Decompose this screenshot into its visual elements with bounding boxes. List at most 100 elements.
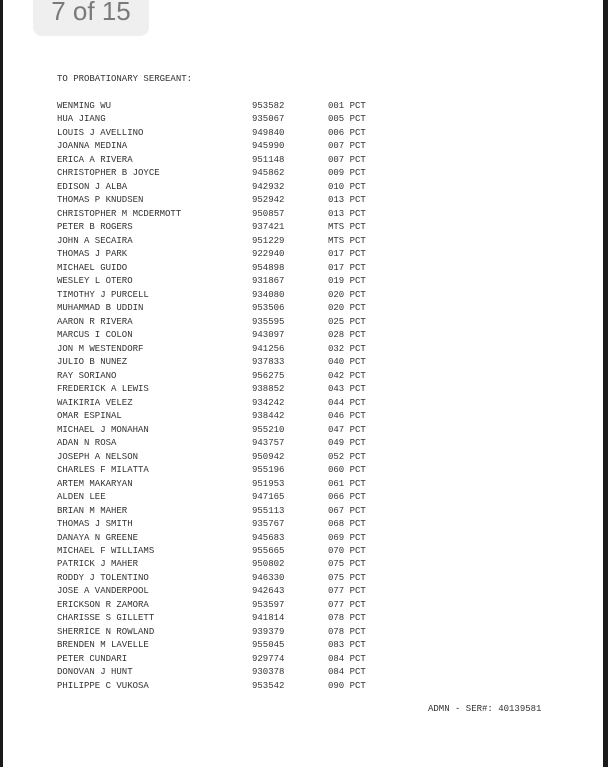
tax-id: 937421: [252, 222, 285, 233]
officer-name: ERICKSON R ZAMORA: [57, 599, 149, 610]
officer-name: PATRICK J MAHER: [57, 559, 139, 570]
command: 052 PCT: [328, 451, 366, 462]
command: 010 PCT: [328, 181, 366, 192]
officer-name: AARON R RIVERA: [57, 316, 133, 327]
serial-footer: ADMN - SER#: 40139581: [428, 704, 542, 714]
tax-id: 945862: [252, 168, 285, 179]
tax-id: 951229: [252, 235, 285, 246]
tax-id: 955045: [252, 640, 285, 651]
officer-name: ALDEN LEE: [57, 492, 106, 503]
officer-name: OMAR ESPINAL: [57, 411, 122, 422]
command: 017 PCT: [328, 262, 366, 273]
tax-id: 953542: [252, 680, 285, 691]
officer-name: DONOVAN J HUNT: [57, 667, 133, 678]
officer-name: WENMING WU: [57, 101, 112, 111]
command: 009 PCT: [328, 168, 366, 179]
command: 020 PCT: [328, 289, 366, 300]
officer-name: ADAN N ROSA: [57, 438, 117, 449]
tax-id: 935067: [252, 114, 285, 125]
command: 001 PCT: [328, 101, 366, 111]
document-page: 7 of 15 TO PROBATIONARY SERGEANT: WENMIN…: [3, 0, 603, 767]
tax-id: 929774: [252, 653, 285, 664]
tax-id: 935767: [252, 519, 285, 530]
tax-id: 941814: [252, 613, 285, 624]
officer-name: ARTEM MAKARYAN: [57, 478, 133, 489]
officer-name: EDISON J ALBA: [57, 181, 128, 192]
tax-id: 941256: [252, 343, 285, 354]
officer-name: WAIKIRIA VELEZ: [57, 397, 133, 408]
officer-name: BRIAN M MAHER: [57, 505, 128, 516]
command: 061 PCT: [328, 478, 366, 489]
command: 084 PCT: [328, 653, 366, 664]
tax-id: 950802: [252, 559, 285, 570]
command: 007 PCT: [328, 154, 366, 165]
tax-id: 949840: [252, 127, 285, 138]
officer-name: PHILIPPE C VUKOSA: [57, 680, 149, 691]
officer-name: ERICA A RIVERA: [57, 154, 133, 165]
page-indicator: 7 of 15: [33, 0, 149, 36]
section-heading: TO PROBATIONARY SERGEANT:: [57, 74, 193, 84]
tax-id: 950942: [252, 451, 285, 462]
officer-name: THOMAS P KNUDSEN: [57, 195, 144, 206]
tax-id: 934080: [252, 289, 285, 300]
command: 083 PCT: [328, 640, 366, 651]
command: MTS PCT: [328, 235, 366, 246]
tax-id: 953506: [252, 303, 285, 314]
command: 006 PCT: [328, 127, 366, 138]
tax-id: 953582: [252, 101, 285, 111]
officer-name: BRENDEN M LAVELLE: [57, 640, 149, 651]
tax-id: 955210: [252, 424, 285, 435]
tax-id: 943097: [252, 330, 285, 341]
officer-name: JOANNA MEDINA: [57, 141, 128, 152]
officer-name: MICHAEL F WILLIAMS: [57, 545, 155, 556]
officer-name: RAY SORIANO: [57, 370, 117, 381]
command: 019 PCT: [328, 276, 366, 287]
tax-id: 955196: [252, 465, 285, 476]
tax-id: 950857: [252, 208, 285, 219]
command: 075 PCT: [328, 572, 366, 583]
command: 047 PCT: [328, 424, 366, 435]
officer-name: CHARLES F MILATTA: [57, 465, 149, 476]
officer-name: PETER B ROGERS: [57, 222, 133, 233]
command: 070 PCT: [328, 545, 366, 556]
command: 043 PCT: [328, 384, 366, 395]
command: 040 PCT: [328, 357, 366, 368]
tax-id: 952942: [252, 195, 285, 206]
tax-id: 942932: [252, 181, 285, 192]
command: 060 PCT: [328, 465, 366, 476]
command: 077 PCT: [328, 599, 366, 610]
officer-name: CHRISTOPHER B JOYCE: [57, 168, 160, 179]
officer-name: MUHAMMAD B UDDIN: [57, 303, 144, 314]
tax-id: 938442: [252, 411, 285, 422]
officer-name: MARCUS I COLON: [57, 330, 133, 341]
officer-name: THOMAS J PARK: [57, 249, 128, 260]
officer-name: JULIO B NUNEZ: [57, 357, 128, 368]
command: 090 PCT: [328, 680, 366, 691]
command: 017 PCT: [328, 249, 366, 260]
officer-name: LOUIS J AVELLINO: [57, 127, 144, 138]
command: 049 PCT: [328, 438, 366, 449]
officer-name: CHARISSE S GILLETT: [57, 613, 155, 624]
officer-name: FREDERICK A LEWIS: [57, 384, 149, 395]
officer-name: WESLEY L OTERO: [57, 276, 133, 287]
tax-id: 931867: [252, 276, 285, 287]
command: 042 PCT: [328, 370, 366, 381]
tax-id: 942643: [252, 586, 285, 597]
command: 069 PCT: [328, 532, 366, 543]
command: 013 PCT: [328, 195, 366, 206]
command: 005 PCT: [328, 114, 366, 125]
tax-id: 955113: [252, 505, 285, 516]
command: 028 PCT: [328, 330, 366, 341]
officer-name: SHERRICE N ROWLAND: [57, 626, 155, 637]
officer-name: MICHAEL GUIDO: [57, 262, 128, 273]
officer-name: HUA JIANG: [57, 114, 106, 125]
officer-name: JOHN A SECAIRA: [57, 235, 133, 246]
officer-name: TIMOTHY J PURCELL: [57, 289, 149, 300]
tax-id: 937833: [252, 357, 285, 368]
command: 013 PCT: [328, 208, 366, 219]
command: 067 PCT: [328, 505, 366, 516]
tax-id: 951953: [252, 478, 285, 489]
tax-id: 947165: [252, 492, 285, 503]
command: 084 PCT: [328, 667, 366, 678]
command: 078 PCT: [328, 613, 366, 624]
